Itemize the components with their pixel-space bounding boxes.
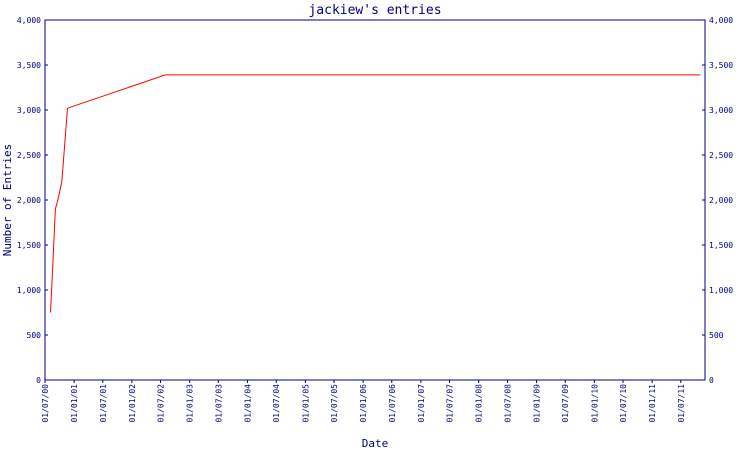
series-line [50,74,701,313]
y-tick-label-right: 500 [709,331,724,340]
x-tick-label: 01/07/09 [561,384,570,423]
y-tick-label-left: 500 [27,331,42,340]
y-axis-label: Number of Entries [1,144,14,257]
x-tick-label: 01/07/11 [677,384,686,423]
x-tick-label: 01/01/05 [301,384,310,423]
x-tick-label: 01/07/03 [214,384,223,423]
y-tick-label-left: 4,000 [17,16,41,25]
y-tick-label-left: 0 [36,376,41,385]
y-tick-label-right: 1,000 [709,286,733,295]
x-tick-label: 01/01/07 [417,384,426,423]
y-tick-label-left: 3,000 [17,106,41,115]
series-group [50,74,701,313]
x-tick-label: 01/07/02 [157,384,166,423]
y-tick-label-right: 2,000 [709,196,733,205]
x-tick-label: 01/07/05 [330,384,339,423]
chart-title: jackiew's entries [308,3,441,18]
y-tick-label-right: 3,000 [709,106,733,115]
plot-frame [44,19,706,381]
y-tick-label-left: 2,500 [17,151,41,160]
x-tick-label: 01/07/04 [272,384,281,423]
y-tick-label-right: 2,500 [709,151,733,160]
x-tick-label: 01/01/02 [128,384,137,423]
x-tick-label: 01/01/04 [243,384,252,423]
y-tick-label-left: 3,500 [17,61,41,70]
x-tick-label: 01/01/11 [648,384,657,423]
y-tick-label-left: 2,000 [17,196,41,205]
x-axis-ticks: 01/07/00 01/01/01 01/07/01 01/01/02 01/07/02… [41,380,686,423]
x-tick-label: 01/07/08 [503,384,512,423]
x-tick-label: 01/01/06 [359,384,368,423]
x-tick-label: 01/01/10 [590,384,599,423]
x-tick-label: 01/01/09 [533,384,542,423]
y-tick-label-left: 1,500 [17,241,41,250]
y-tick-label-right: 4,000 [709,16,733,25]
y-tick-label-left: 1,000 [17,286,41,295]
x-tick-label: 01/01/03 [186,384,195,423]
x-axis-label: Date [362,437,389,450]
x-tick-label: 01/01/01 [70,384,79,423]
x-tick-label: 01/07/06 [388,384,397,423]
x-tick-label: 01/07/01 [99,384,108,423]
y-tick-label-right: 3,500 [709,61,733,70]
x-tick-label: 01/07/00 [41,384,50,423]
x-tick-label: 01/07/07 [446,384,455,423]
y-tick-label-right: 0 [709,376,714,385]
y-tick-label-right: 1,500 [709,241,733,250]
x-tick-label: 01/01/08 [475,384,484,423]
x-tick-label: 01/07/10 [619,384,628,423]
y-axis-ticks: 0 0 500 500 1,000 1,000 1,500 1,500 2,000 2,000 2,… [17,16,733,385]
